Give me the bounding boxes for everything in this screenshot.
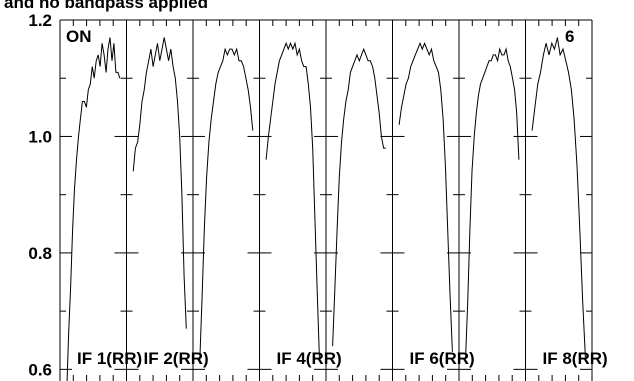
series-line [465, 47, 520, 358]
series-line [531, 37, 586, 358]
panel-label: IF 1(RR) [77, 349, 142, 368]
series-line [265, 41, 320, 358]
panel-label: IF 2(RR) [144, 349, 209, 368]
y-tick-label: 1.2 [28, 11, 52, 30]
panel-2: IF 2(RR) [126, 19, 209, 381]
panel-4: IF 4(RR) [259, 19, 342, 381]
chart-title: and no bandpass applied [4, 0, 208, 12]
y-tick-label: 0.8 [28, 244, 52, 263]
y-tick-label: 1.0 [28, 127, 52, 146]
series-line [132, 37, 187, 329]
panel-label: IF 8(RR) [543, 349, 608, 368]
panel-8: IF 8(RR) [525, 19, 608, 381]
corner-label-right: 6 [565, 27, 574, 46]
panel-3 [192, 19, 260, 381]
panel-label: IF 6(RR) [410, 349, 475, 368]
panel-1: IF 1(RR) [60, 19, 142, 381]
panel-6: IF 6(RR) [392, 19, 475, 381]
if-panels: IF 1(RR) IF 2(RR) IF 4(RR) IF 6(RR) IF 8(RR) [60, 19, 608, 381]
series-line [398, 41, 453, 352]
corner-label-left: ON [66, 27, 92, 46]
panel-5 [325, 19, 393, 381]
panel-label: IF 4(RR) [277, 349, 342, 368]
panel-7 [458, 19, 526, 381]
y-tick-label: 0.6 [28, 360, 52, 379]
y-axis: 0.6 0.8 1.0 1.2 [28, 11, 52, 379]
series-line [66, 37, 121, 381]
series-line [332, 47, 386, 347]
series-line [199, 47, 254, 364]
